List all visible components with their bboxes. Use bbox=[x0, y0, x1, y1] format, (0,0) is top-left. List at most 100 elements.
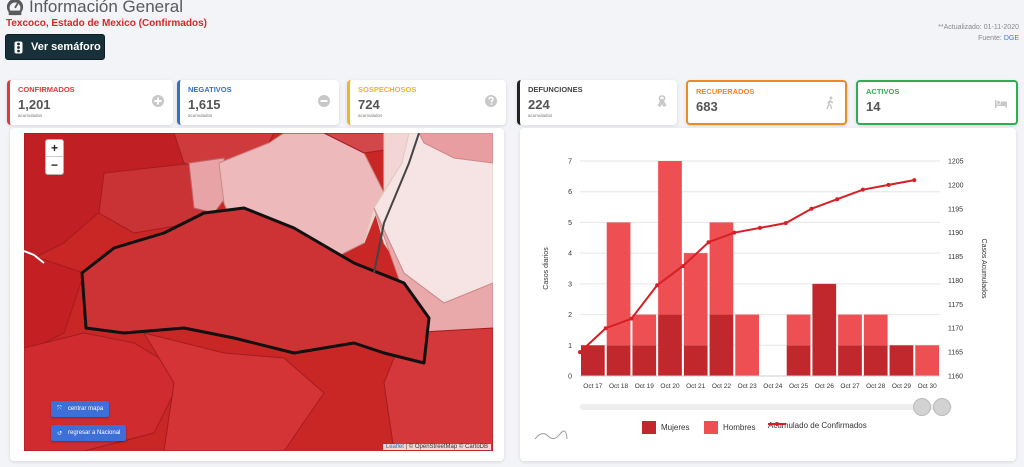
plus-circle-icon bbox=[152, 95, 164, 107]
x-tick-label: Oct 20 bbox=[660, 383, 680, 390]
card-title: CONFIRMADOS bbox=[18, 85, 75, 94]
card-value: 14 bbox=[866, 99, 881, 114]
card-value: 683 bbox=[696, 99, 718, 114]
card-title: SOSPECHOSOS bbox=[358, 85, 417, 94]
y-tick-label: 4 bbox=[568, 251, 572, 258]
point-acumulado bbox=[912, 178, 917, 183]
legend-hombres[interactable]: Hombres bbox=[704, 421, 755, 434]
bar-mujeres bbox=[581, 345, 605, 376]
bar-mujeres bbox=[838, 345, 862, 376]
line-acumulado bbox=[579, 179, 915, 353]
map-attribution: Leaflet | © OpenStreetMap © CartoDB bbox=[382, 444, 491, 450]
summary-cards: CONFIRMADOS 1,201 acumulados NEGATIVOS 1,615… bbox=[0, 80, 1024, 125]
bar-hombres bbox=[915, 345, 939, 376]
legend-swatch-hombres bbox=[704, 421, 718, 434]
y2-tick-label: 1185 bbox=[948, 254, 963, 261]
card-title: DEFUNCIONES bbox=[528, 85, 583, 94]
y2-tick-label: 1200 bbox=[948, 182, 964, 189]
point-acumulado bbox=[886, 182, 891, 187]
point-acumulado bbox=[655, 283, 660, 288]
y2-axis-title: Casos Acumulados bbox=[980, 239, 987, 299]
card-subtitle: acumulados bbox=[18, 113, 43, 118]
x-tick-label: Oct 17 bbox=[583, 383, 603, 390]
card-title: RECUPERADOS bbox=[696, 87, 755, 96]
card-value: 1,201 bbox=[18, 97, 51, 112]
range-slider-handle-left[interactable] bbox=[913, 398, 931, 416]
attribution-text: | © OpenStreetMap © CartoDB bbox=[403, 444, 488, 450]
bar-mujeres bbox=[863, 345, 888, 376]
choropleth-map[interactable]: + − ⤧ centrar mapa ↺ regresar a Nacional… bbox=[24, 133, 493, 451]
y2-tick-label: 1180 bbox=[948, 278, 963, 285]
page-title: Información General bbox=[6, 0, 183, 17]
center-map-button[interactable]: ⤧ centrar mapa bbox=[51, 401, 110, 417]
point-acumulado bbox=[706, 240, 711, 245]
x-tick-label: Oct 22 bbox=[712, 383, 732, 390]
legend-label-mujeres: Mujeres bbox=[661, 423, 690, 432]
card-sospechosos: SOSPECHOSOS 724 acumulados bbox=[347, 80, 506, 125]
y-axis-title: Casos diarios bbox=[543, 247, 550, 290]
walking-person-icon bbox=[826, 96, 834, 110]
card-confirmados: CONFIRMADOS 1,201 acumulados bbox=[7, 80, 173, 125]
bar-mujeres bbox=[658, 314, 682, 376]
y-tick-label: 0 bbox=[568, 374, 572, 381]
y2-tick-label: 1160 bbox=[948, 374, 963, 381]
zoom-out-button[interactable]: − bbox=[50, 158, 58, 172]
daily-cases-chart: 0 1 2 3 4 5 6 7 1160 1165 1170 1175 1180 1185 1190 1195… bbox=[543, 159, 987, 391]
legend-label-hombres: Hombres bbox=[723, 423, 756, 432]
x-tick-label: Oct 30 bbox=[918, 383, 938, 390]
x-tick-label: Oct 19 bbox=[635, 383, 655, 390]
point-acumulado bbox=[758, 225, 762, 230]
x-tick-label: Oct 18 bbox=[609, 383, 629, 390]
bar-mujeres bbox=[606, 345, 631, 376]
question-circle-icon bbox=[485, 95, 497, 107]
card-negativos: NEGATIVOS 1,615 acumulados bbox=[177, 80, 339, 125]
dashboard-gauge-icon bbox=[6, 0, 24, 16]
y2-tick-label: 1205 bbox=[948, 159, 964, 166]
legend-acumulado[interactable]: Acumulado de Confirmados bbox=[768, 421, 867, 430]
back-to-national-button[interactable]: ↺ regresar a Nacional bbox=[51, 425, 127, 441]
minus-circle-icon bbox=[318, 95, 330, 107]
x-tick-label: Oct 27 bbox=[840, 383, 860, 390]
bar-hombres bbox=[709, 222, 734, 315]
range-slider-track[interactable] bbox=[580, 404, 952, 410]
zoom-in-button[interactable]: + bbox=[46, 140, 63, 157]
card-title: NEGATIVOS bbox=[188, 85, 232, 94]
card-title: ACTIVOS bbox=[866, 87, 900, 96]
chart-thumbnail-icon bbox=[534, 430, 568, 440]
bar-hombres bbox=[786, 314, 811, 346]
card-subtitle: acumulados bbox=[358, 113, 383, 118]
bar-mujeres bbox=[889, 345, 914, 376]
card-activos: ACTIVOS 14 bbox=[856, 80, 1018, 125]
map-regions bbox=[24, 133, 493, 451]
x-tick-label: Oct 28 bbox=[866, 383, 886, 390]
bar-mujeres bbox=[683, 345, 708, 376]
legend-mujeres[interactable]: Mujeres bbox=[642, 421, 689, 434]
x-tick-label: Oct 21 bbox=[686, 383, 706, 390]
source-link[interactable]: DGE bbox=[1003, 35, 1019, 42]
range-slider-handle-right[interactable] bbox=[933, 398, 951, 416]
crosshair-icon: ⤧ bbox=[57, 405, 62, 412]
ver-semaforo-button[interactable]: Ver semáforo bbox=[5, 34, 105, 60]
bed-icon bbox=[995, 100, 1007, 108]
y-tick-label: 6 bbox=[568, 189, 572, 196]
ribbon-icon bbox=[657, 95, 667, 108]
header: Información General Texcoco, Estado de M… bbox=[0, 0, 1024, 70]
y2-tick-label: 1195 bbox=[948, 206, 963, 213]
leaflet-link[interactable]: Leaflet bbox=[385, 444, 404, 450]
page-title-text: Información General bbox=[29, 0, 184, 16]
y-tick-label: 7 bbox=[568, 159, 572, 166]
bar-mujeres bbox=[812, 283, 837, 376]
x-tick-label: Oct 24 bbox=[763, 383, 783, 390]
update-info: **Actualizado: 01-11-2020 Fuente: DGE bbox=[938, 22, 1019, 44]
point-acumulado bbox=[809, 206, 814, 211]
card-value: 1,615 bbox=[188, 97, 221, 112]
y2-tick-label: 1175 bbox=[948, 302, 963, 309]
x-tick-label: Oct 25 bbox=[789, 383, 809, 390]
chart-panel: 0 1 2 3 4 5 6 7 1160 1165 1170 1175 1180 1185 1190 1195… bbox=[520, 128, 1016, 461]
legend-swatch-mujeres bbox=[642, 421, 656, 434]
ver-semaforo-label: Ver semáforo bbox=[31, 41, 101, 53]
y-tick-label: 5 bbox=[568, 220, 572, 227]
point-acumulado bbox=[603, 326, 608, 331]
bar-hombres bbox=[658, 161, 682, 315]
point-acumulado bbox=[732, 230, 737, 235]
